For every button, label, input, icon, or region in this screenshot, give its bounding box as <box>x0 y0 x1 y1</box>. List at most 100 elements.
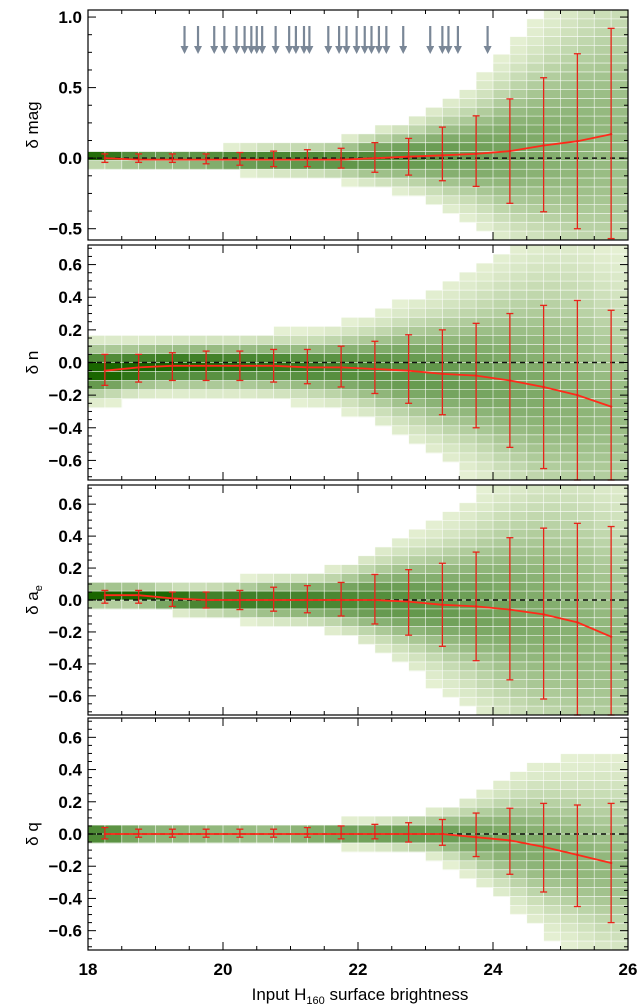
density-cell <box>560 434 578 445</box>
density-cell <box>560 493 578 504</box>
density-cell <box>493 389 511 400</box>
density-cell <box>493 213 511 223</box>
density-cell <box>290 834 308 844</box>
density-cell <box>526 398 545 409</box>
density-cell <box>560 245 578 255</box>
data-point <box>238 364 242 367</box>
density-cell <box>594 45 612 55</box>
density-cell <box>239 353 258 363</box>
density-cell <box>408 434 426 445</box>
density-cell <box>408 371 426 381</box>
density-cell <box>577 45 595 55</box>
density-cell <box>273 142 291 152</box>
density-cell <box>509 626 528 636</box>
density-cell <box>391 299 410 309</box>
density-cell <box>256 608 275 619</box>
data-point <box>441 372 444 376</box>
density-cell <box>543 231 561 241</box>
density-cell <box>476 344 494 354</box>
density-cell <box>425 626 443 636</box>
density-cell <box>526 407 545 418</box>
density-cell <box>155 389 173 400</box>
density-cell <box>459 670 477 681</box>
density-cell <box>560 107 578 117</box>
density-cell <box>273 573 291 583</box>
density-cell <box>493 851 511 862</box>
density-cell <box>560 407 578 418</box>
density-cell <box>543 443 561 454</box>
density-cell <box>476 860 494 871</box>
density-cell <box>493 71 511 82</box>
density-cell <box>239 344 258 354</box>
density-cell <box>526 771 545 781</box>
density-cell <box>594 326 612 336</box>
density-cell <box>476 706 494 716</box>
density-cell <box>493 816 511 826</box>
density-cell <box>493 107 511 117</box>
density-cell <box>509 520 528 530</box>
density-cell <box>374 317 393 327</box>
density-cell <box>493 344 511 354</box>
density-cell <box>577 398 595 409</box>
density-cell <box>509 502 528 512</box>
density-cell <box>459 617 477 627</box>
density-cell <box>138 151 156 161</box>
density-cell <box>374 546 393 557</box>
data-point <box>306 366 309 369</box>
density-cell <box>239 825 258 835</box>
density-cell <box>341 591 359 601</box>
density-cell <box>594 204 612 214</box>
density-cell <box>526 538 545 548</box>
density-cell <box>476 697 494 707</box>
error-bar <box>607 802 615 924</box>
density-cell <box>577 529 595 539</box>
data-point <box>508 149 512 153</box>
panel-delta-n: 0.60.40.20.0−0.2−0.4−0.6 δ n <box>23 244 629 481</box>
density-cell <box>493 869 511 880</box>
density-cell <box>391 186 410 197</box>
density-cell <box>391 160 410 170</box>
density-cell <box>560 389 578 400</box>
density-cell <box>391 834 410 844</box>
y-tick-label: −0.4 <box>48 889 82 908</box>
density-cell <box>594 878 612 888</box>
density-cell <box>543 80 561 91</box>
density-cell <box>526 425 545 436</box>
density-cell <box>358 825 376 835</box>
density-cell <box>526 245 545 255</box>
data-point <box>272 832 275 836</box>
error-bar <box>540 527 548 700</box>
density-cell <box>526 222 545 232</box>
density-cell <box>611 54 629 64</box>
density-cell <box>543 679 561 689</box>
density-cell <box>459 178 477 188</box>
error-bars <box>101 27 615 240</box>
density-cell <box>425 389 443 400</box>
density-cell <box>594 706 612 716</box>
density-cell <box>594 299 612 309</box>
density-cell <box>476 434 494 445</box>
density-cell <box>493 591 511 601</box>
density-cell <box>611 169 629 179</box>
density-cell <box>374 344 393 354</box>
density-cell <box>577 825 595 835</box>
density-cell <box>509 789 528 799</box>
density-cell <box>442 443 460 454</box>
density-cell <box>526 780 545 790</box>
density-cell <box>493 697 511 707</box>
density-cell <box>206 591 224 601</box>
density-cell <box>611 263 629 273</box>
density-cell <box>358 555 376 566</box>
density-cell <box>442 644 460 654</box>
density-cell <box>442 344 460 354</box>
density-cell <box>476 816 494 826</box>
density-cell <box>307 834 325 844</box>
density-cell <box>560 231 578 241</box>
density-cell <box>442 195 460 206</box>
density-cell <box>206 335 224 345</box>
density-cell <box>577 706 595 716</box>
density-cell <box>358 608 376 619</box>
density-cell <box>223 600 241 610</box>
density-cell <box>560 452 578 463</box>
density-cell <box>341 326 359 336</box>
